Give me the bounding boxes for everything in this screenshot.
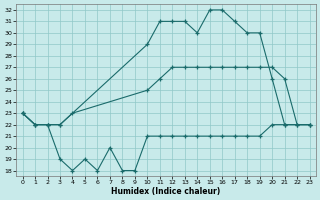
X-axis label: Humidex (Indice chaleur): Humidex (Indice chaleur) <box>111 187 221 196</box>
